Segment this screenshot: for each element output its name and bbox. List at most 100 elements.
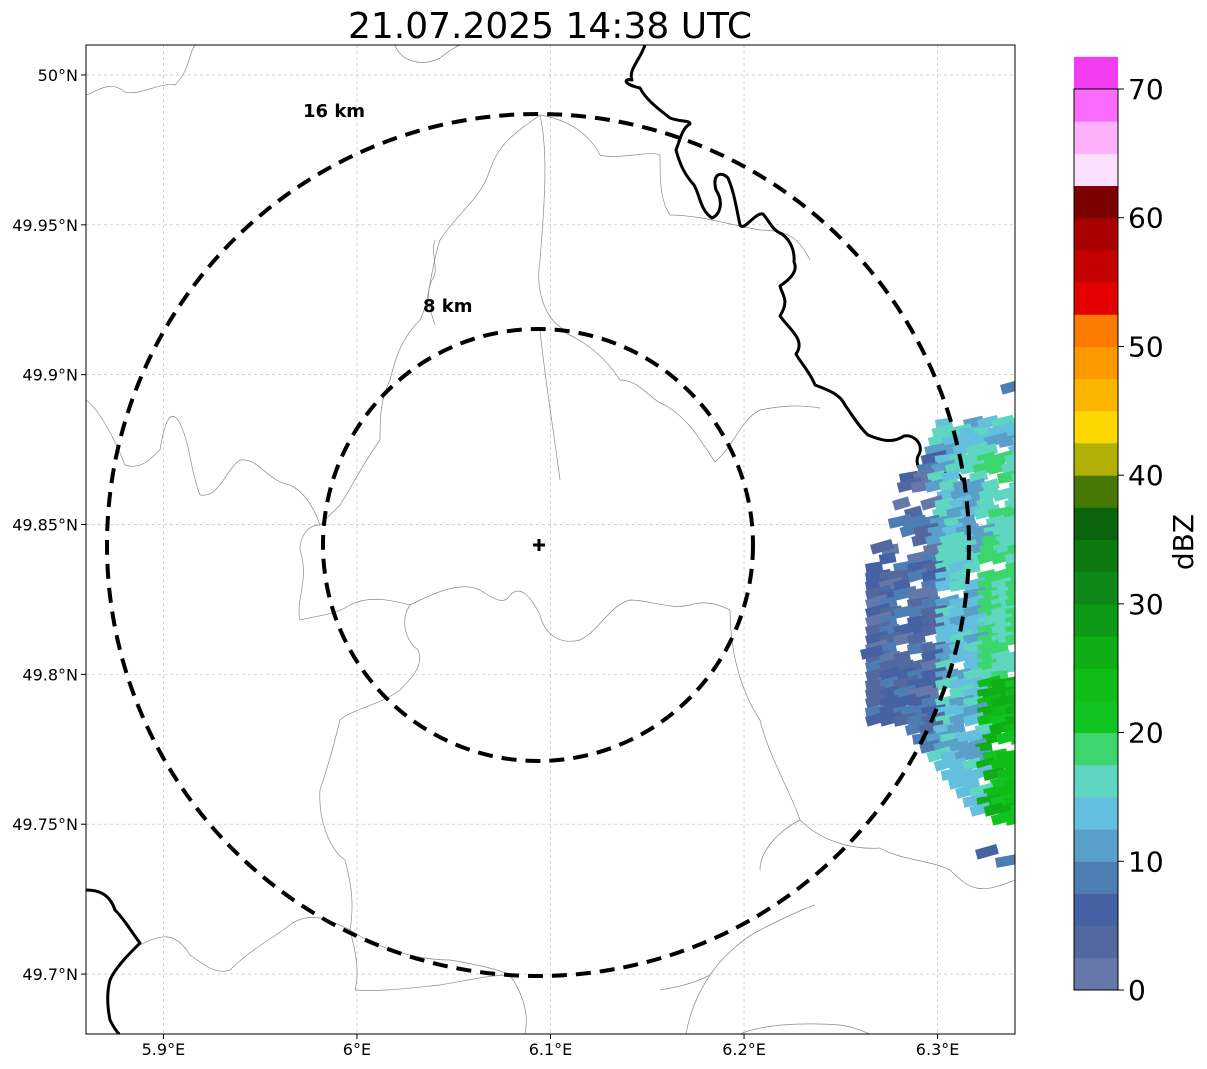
reflectivity-cell: [1019, 551, 1045, 565]
reflectivity-cell: [990, 567, 1014, 583]
reflectivity-cell: [1004, 631, 1015, 646]
lon-tick-label: 6.2°E: [722, 1040, 766, 1059]
reflectivity-cell: [1019, 666, 1046, 682]
reflectivity-cell: [1004, 450, 1015, 466]
lon-tick-label: 6°E: [343, 1040, 371, 1059]
reflectivity-cell: [1019, 633, 1040, 646]
reflectivity-cell: [941, 522, 966, 538]
longitude-tick-labels: 5.9°E 6°E 6.1°E 6.2°E 6.3°E: [142, 1034, 959, 1059]
reflectivity-cell: [864, 561, 884, 574]
reflectivity-cell: [934, 548, 961, 565]
range-ring-8km: [321, 327, 755, 763]
reflectivity-cell: [893, 605, 914, 619]
reflectivity-cell: [977, 648, 1001, 664]
colorbar-segment: [1074, 957, 1118, 991]
reflectivity-cell: [977, 711, 1004, 727]
colorbar-segment: [1074, 346, 1118, 380]
lat-tick-label: 49.85°N: [12, 516, 78, 535]
reflectivity-cell: [892, 684, 918, 700]
reflectivity-cell: [1017, 740, 1036, 754]
reflectivity-cell: [1019, 579, 1040, 592]
reflectivity-cell: [913, 522, 941, 538]
reflectivity-cell: [983, 431, 1010, 448]
reflectivity-cell: [1019, 712, 1041, 727]
reflectivity-cell: [995, 854, 1015, 868]
reflectivity-cell: [979, 540, 1002, 556]
reflectivity-cell: [990, 549, 1015, 565]
lat-tick-label: 49.75°N: [12, 815, 78, 834]
colorbar-segment: [1074, 764, 1118, 798]
colorbar-segment: [1074, 89, 1118, 122]
colorbar-segment: [1074, 442, 1118, 476]
reflectivity-cell: [939, 531, 967, 547]
reflectivity-cell: [933, 757, 954, 772]
reflectivity-cell: [977, 665, 1005, 682]
colorbar-segment: [1074, 314, 1118, 347]
reflectivity-cell: [955, 784, 976, 799]
admin-boundaries: [86, 45, 1015, 1034]
reflectivity-cell: [988, 719, 1012, 736]
reflectivity-cell: [1013, 516, 1015, 529]
colorbar-segment: [1074, 829, 1118, 862]
reflectivity-cell: [878, 552, 897, 565]
colorbar-segment: [1074, 925, 1118, 959]
reflectivity-cell: [865, 630, 890, 646]
range-ring-label-8km: 8 km: [423, 296, 473, 317]
reflectivity-cell: [968, 764, 994, 781]
reflectivity-cell: [975, 843, 999, 860]
reflectivity-cell: [924, 478, 945, 493]
reflectivity-cell: [1016, 504, 1039, 520]
reflectivity-cell: [1018, 775, 1039, 789]
reflectivity-cell: [995, 728, 1015, 745]
reflectivity-cell: [920, 666, 948, 682]
reflectivity-cell: [1001, 458, 1015, 475]
reflectivity-cell: [1005, 575, 1015, 592]
colorbar-segment: [1074, 217, 1118, 251]
reflectivity-cell: [887, 513, 913, 529]
reflectivity-cell: [1019, 558, 1046, 573]
reflectivity-cell: [864, 610, 893, 628]
reflectivity-cell: [1019, 605, 1039, 619]
lat-tick-label: 49.7°N: [22, 965, 78, 984]
colorbar-segment: [1074, 603, 1118, 637]
colorbar-tick-label: 60: [1128, 202, 1164, 235]
reflectivity-cell: [1005, 567, 1015, 583]
reflectivity-cell: [976, 549, 1000, 565]
reflectivity-cell: [963, 611, 989, 628]
reflectivity-cell: [864, 711, 886, 727]
reflectivity-cell: [955, 432, 980, 448]
reflectivity-cell: [865, 602, 892, 619]
reflectivity-cell: [949, 630, 975, 646]
reflectivity-cell: [896, 477, 924, 493]
colorbar-segment: [1074, 378, 1118, 412]
reflectivity-cell: [1015, 460, 1040, 474]
reflectivity-cell: [1005, 659, 1015, 673]
colorbar-segment: [1074, 475, 1118, 508]
reflectivity-cell: [1018, 757, 1044, 772]
reflectivity-cell: [999, 512, 1015, 529]
reflectivity-cell: [1019, 692, 1046, 708]
colorbar-segment: [1074, 571, 1118, 605]
colorbar-tick-label: 20: [1128, 717, 1164, 750]
reflectivity-cell: [1019, 569, 1044, 583]
reflectivity-cell: [1019, 640, 1046, 655]
reflectivity-cell: [920, 449, 949, 466]
reflectivity-cell: [860, 644, 884, 660]
reflectivity-cell: [995, 530, 1015, 547]
colorbar: [1073, 56, 1119, 991]
reflectivity-cell: [990, 810, 1015, 826]
range-ring-16km: [105, 112, 971, 978]
reflectivity-cell: [958, 459, 986, 475]
colorbar-segment: [1074, 893, 1118, 927]
reflectivity-cell: [1002, 507, 1015, 520]
reflectivity-cell: [991, 621, 1014, 637]
colorbar-tick-label: 40: [1128, 459, 1164, 492]
reflectivity-cell: [865, 693, 889, 709]
reflectivity-cell: [1006, 488, 1015, 502]
reflectivity-cell: [997, 434, 1015, 448]
reflectivity-cell: [1019, 415, 1040, 430]
colorbar-segment: [1074, 121, 1118, 154]
reflectivity-cell: [926, 746, 953, 763]
reflectivity-cell: [948, 494, 974, 511]
